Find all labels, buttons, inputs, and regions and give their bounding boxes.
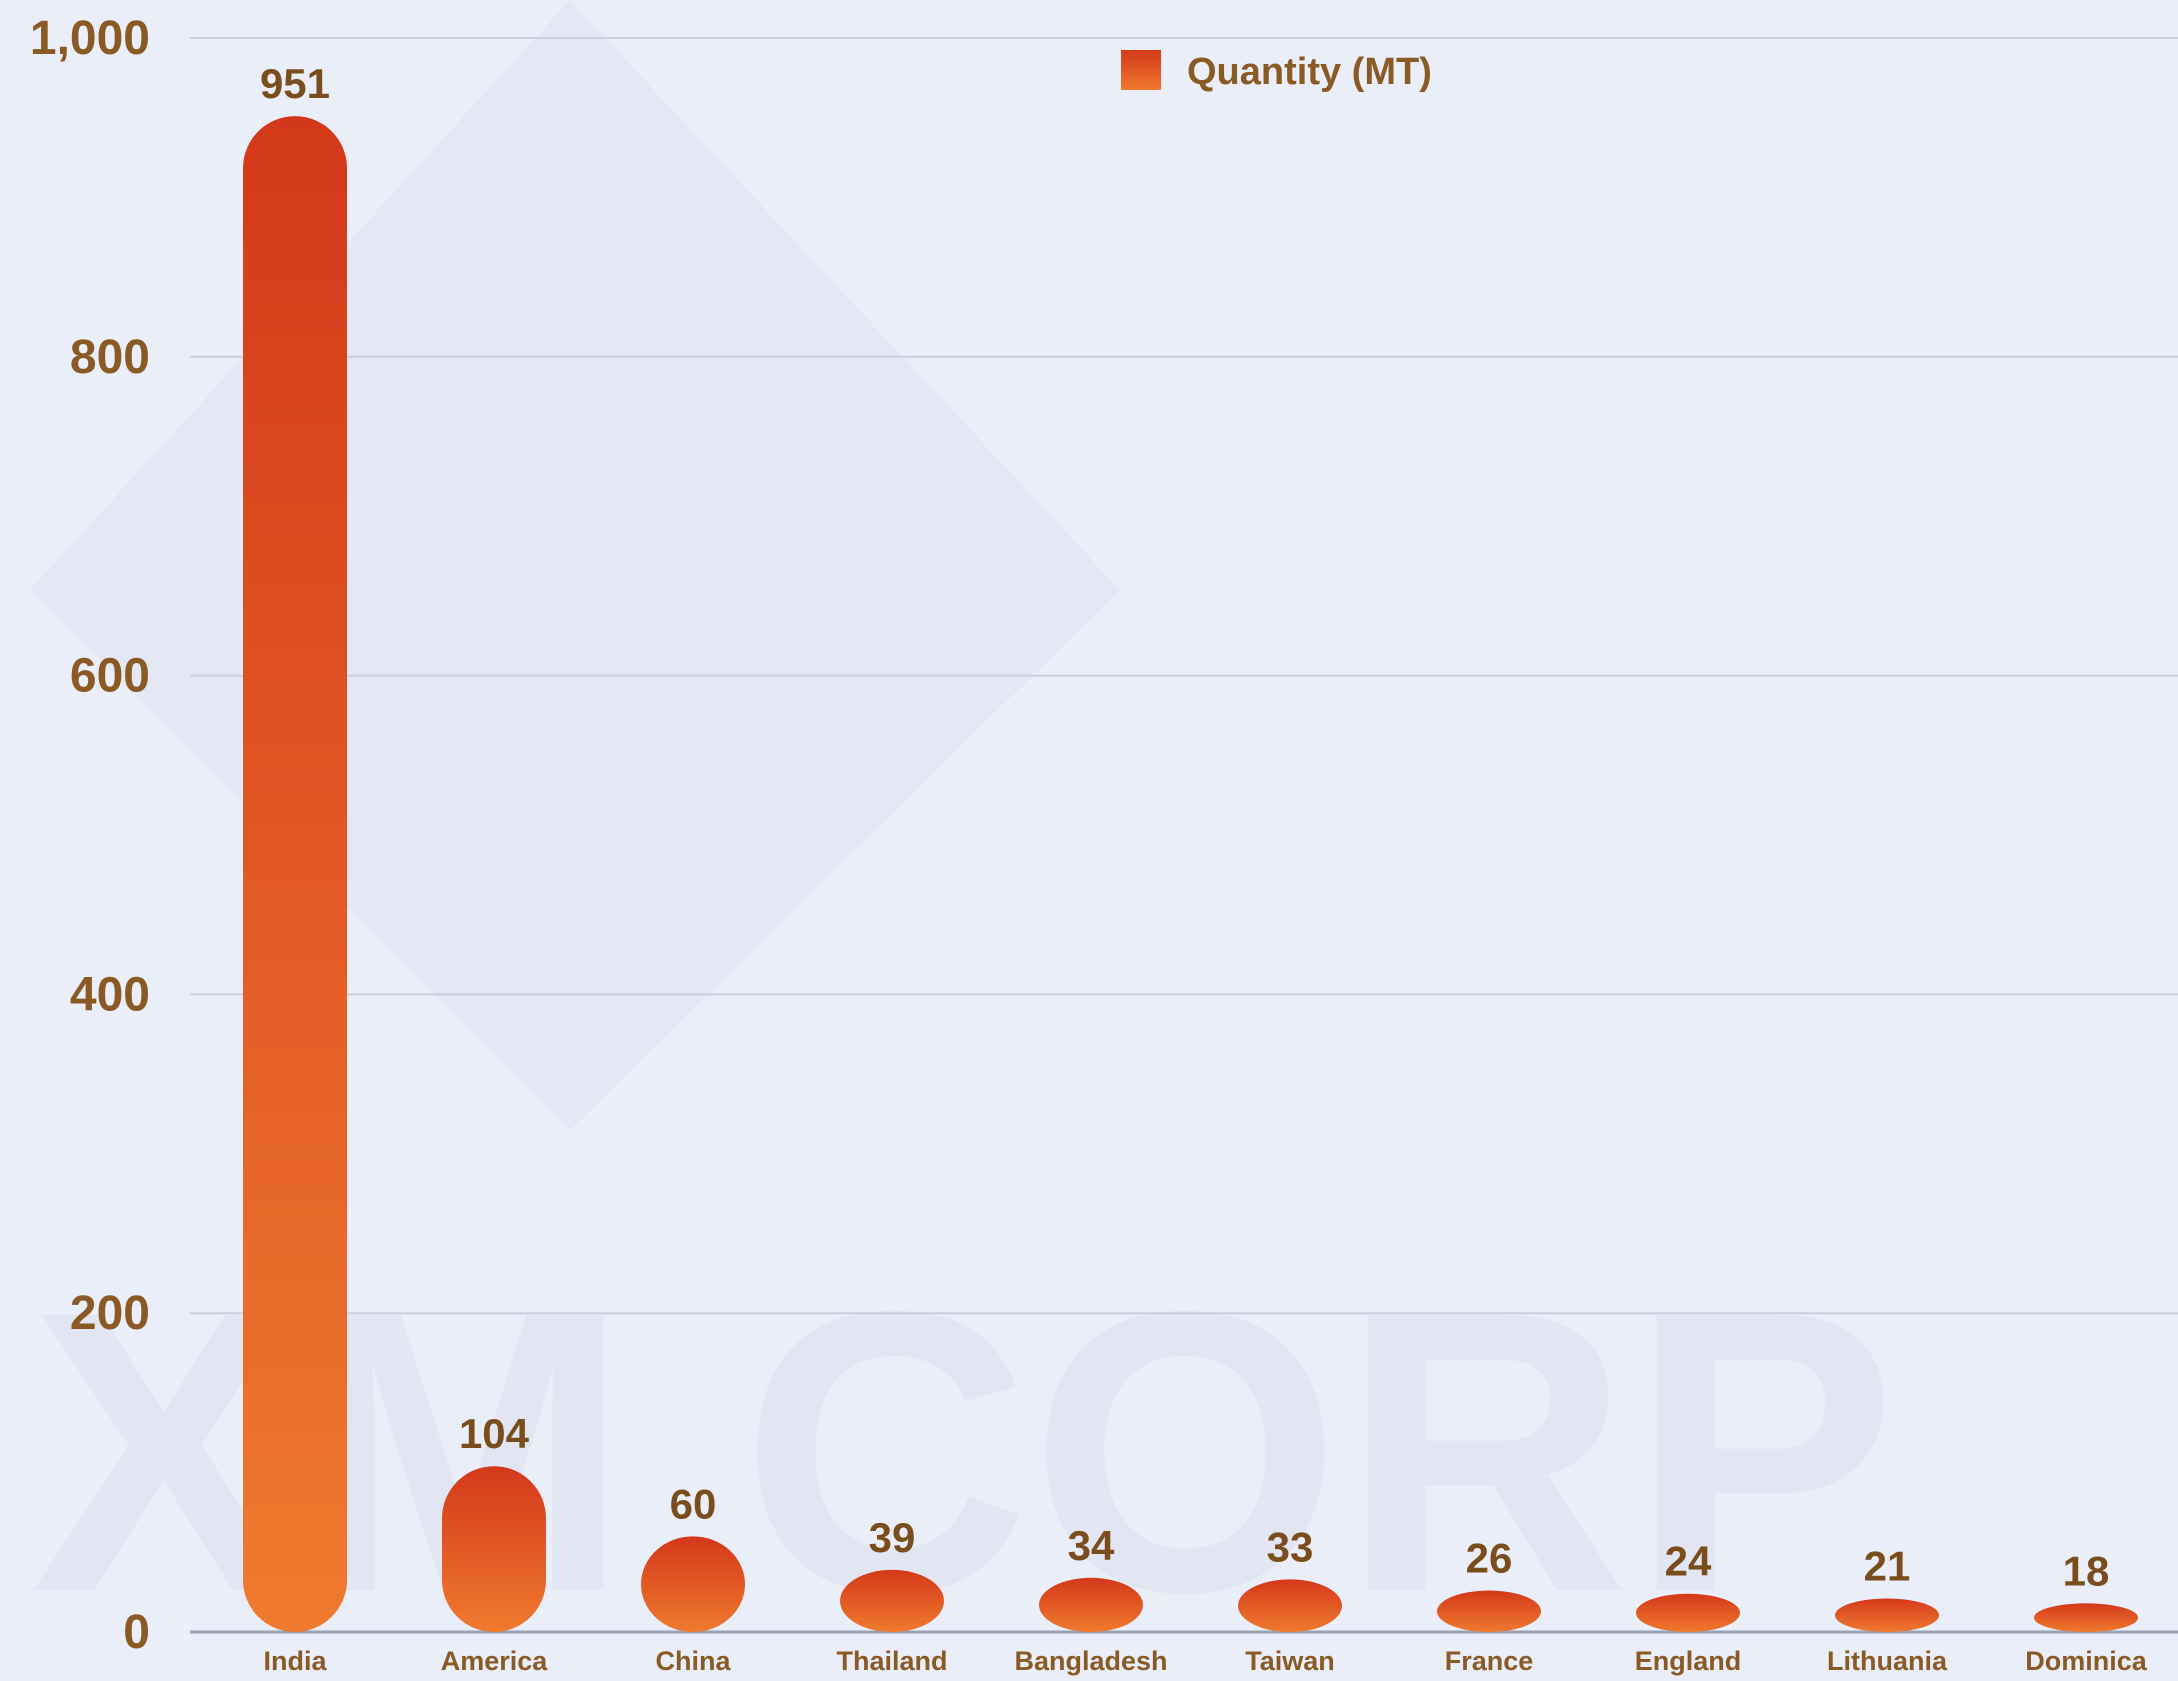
bar-taiwan (1238, 1579, 1342, 1632)
data-labels: 951 104 60 39 34 33 26 24 21 18 (260, 60, 2109, 1594)
x-tick-label: China (655, 1646, 731, 1676)
data-label: 33 (1267, 1523, 1314, 1570)
y-tick-label: 0 (123, 1606, 150, 1659)
data-label: 60 (670, 1480, 717, 1527)
gridlines (190, 37, 2178, 1634)
legend: Quantity (MT) (1121, 50, 1432, 93)
y-axis: 0 200 400 600 800 1,000 (30, 12, 150, 1659)
legend-swatch (1121, 50, 1161, 90)
legend-label: Quantity (MT) (1187, 51, 1432, 93)
data-label: 26 (1466, 1535, 1513, 1582)
x-tick-label: India (263, 1646, 327, 1676)
bars (243, 116, 2138, 1633)
x-tick-label: Dominica (2025, 1646, 2148, 1676)
x-tick-label: Thailand (836, 1646, 947, 1676)
x-tick-label: Bangladesh (1014, 1646, 1167, 1676)
y-tick-label: 200 (70, 1287, 150, 1340)
bar-lithuania (1835, 1598, 1939, 1632)
y-tick-label: 800 (70, 331, 150, 384)
y-tick-label: 1,000 (30, 12, 150, 65)
data-label: 34 (1068, 1522, 1115, 1569)
x-axis: India America China Thailand Bangladesh Taiwa… (263, 1646, 2147, 1676)
x-tick-label: Lithuania (1827, 1646, 1948, 1676)
y-tick-label: 400 (70, 968, 150, 1021)
data-label: 21 (1864, 1543, 1911, 1590)
y-tick-label: 600 (70, 650, 150, 703)
x-tick-label: England (1635, 1646, 1742, 1676)
bar-france (1437, 1590, 1541, 1632)
bar-dominica (2034, 1603, 2138, 1632)
bar-thailand (840, 1569, 944, 1632)
bar-england (1636, 1593, 1740, 1632)
data-label: 39 (869, 1514, 916, 1561)
x-tick-label: Taiwan (1245, 1646, 1335, 1676)
bar-china (641, 1536, 745, 1632)
data-label: 951 (260, 60, 330, 107)
x-tick-label: America (441, 1646, 549, 1676)
x-tick-label: France (1445, 1646, 1534, 1676)
data-label: 24 (1665, 1538, 1712, 1585)
data-label: 104 (459, 1410, 530, 1457)
bar-india (243, 116, 347, 1633)
bar-america (442, 1466, 546, 1632)
data-label: 18 (2063, 1547, 2110, 1594)
bar-bangladesh (1039, 1577, 1143, 1632)
